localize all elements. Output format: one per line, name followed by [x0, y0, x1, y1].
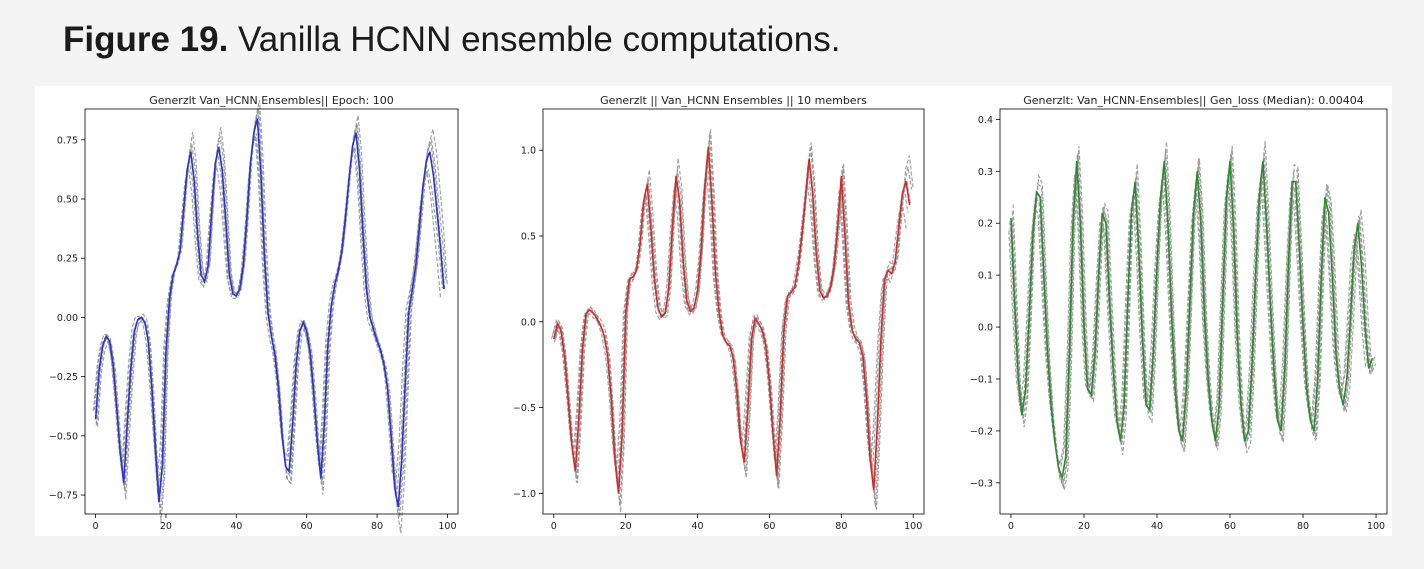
chart-2-ensemble-member-5: [553, 145, 912, 494]
chart-3-series-line: [1010, 160, 1374, 481]
chart-2-ensemble-member-2: [552, 154, 909, 487]
figure-caption-text: Vanilla HCNN ensemble computations.: [228, 20, 841, 59]
chart-3-xtick-label: 80: [1297, 521, 1309, 532]
chart-1-ytick-label: 0.00: [57, 313, 78, 324]
chart-1-ytick-label: 0.75: [57, 135, 78, 146]
chart-2-ytick-label: 0.5: [521, 231, 536, 242]
chart-2-xtick-label: 60: [763, 521, 775, 532]
chart-1-xtick-label: 20: [160, 521, 172, 532]
figure-caption: Figure 19. Vanilla HCNN ensemble computa…: [63, 20, 840, 60]
chart-1-ytick-label: −0.50: [49, 431, 78, 442]
chart-2-ensemble-member-4: [551, 167, 907, 474]
chart-2-ytick-label: −0.5: [513, 403, 536, 414]
chart-3-ytick-label: −0.1: [970, 375, 993, 386]
chart-3-ytick-label: 0.1: [978, 271, 993, 282]
chart-2-ytick-label: 1.0: [521, 146, 536, 157]
chart-1-xtick-label: 100: [438, 521, 456, 532]
chart-2-xtick-label: 20: [620, 521, 632, 532]
chart-3-xtick-label: 20: [1078, 521, 1090, 532]
chart-1-xtick-label: 40: [230, 521, 242, 532]
chart-1-ytick-label: 0.25: [57, 254, 78, 265]
chart-area: Generzlt Van_HCNN Ensembles|| Epoch: 100…: [49, 94, 1388, 534]
chart-2-xtick-label: 80: [835, 521, 847, 532]
chart-3-xtick-label: 100: [1367, 521, 1385, 532]
chart-3-xtick-label: 40: [1151, 521, 1163, 532]
chart-2-xtick-label: 100: [904, 521, 922, 532]
chart-1-ensemble-member-2: [93, 133, 443, 495]
chart-1-ensemble-member-4: [92, 135, 442, 487]
chart-2-frame: [542, 108, 925, 515]
chart-3-xtick-label: 60: [1224, 521, 1236, 532]
chart-1-ytick-label: −0.25: [49, 372, 78, 383]
chart-3-title: Generzlt: Van_HCNN-Ensembles|| Gen_loss …: [1023, 94, 1364, 107]
chart-1-ytick-label: −0.75: [49, 491, 78, 502]
chart-1-frame: [84, 108, 459, 515]
chart-3-ytick-label: 0.4: [978, 115, 993, 126]
figure-panel: Generzlt Van_HCNN Ensembles|| Epoch: 100…: [35, 86, 1392, 536]
chart-2-ytick-label: 0.0: [521, 317, 536, 328]
chart-2-ensemble-member-3: [555, 129, 914, 513]
chart-1-ytick-label: 0.50: [57, 195, 78, 206]
chart-1-xtick-label: 0: [93, 521, 99, 532]
chart-1-ensemble-member-3: [97, 99, 448, 534]
chart-3-ytick-label: 0.0: [978, 323, 993, 334]
chart-2-xtick-label: 0: [551, 521, 557, 532]
chart-1-xtick-label: 80: [371, 521, 383, 532]
chart-3-ytick-label: −0.2: [970, 426, 993, 437]
chart-3-xtick-label: 0: [1008, 521, 1014, 532]
figure-label: Figure 19.: [63, 20, 229, 59]
chart-2-xtick-label: 40: [692, 521, 704, 532]
chart-3-ytick-label: −0.3: [970, 478, 993, 489]
chart-3-ytick-label: 0.3: [978, 167, 993, 178]
chart-3-frame: [999, 108, 1388, 515]
chart-2-ensemble-member-1: [554, 133, 913, 508]
chart-1-title: Generzlt Van_HCNN Ensembles|| Epoch: 100: [149, 94, 393, 107]
chart-2-series-line: [553, 146, 911, 494]
chart-1-series-line: [94, 118, 445, 508]
chart-3-ytick-label: 0.2: [978, 219, 993, 230]
chart-2-title: Generzlt || Van_HCNN Ensembles || 10 mem…: [600, 94, 867, 107]
chart-3-ensemble-member-3: [1012, 141, 1377, 491]
chart-2-ytick-label: −1.0: [513, 489, 536, 500]
chart-1-xtick-label: 60: [301, 521, 313, 532]
